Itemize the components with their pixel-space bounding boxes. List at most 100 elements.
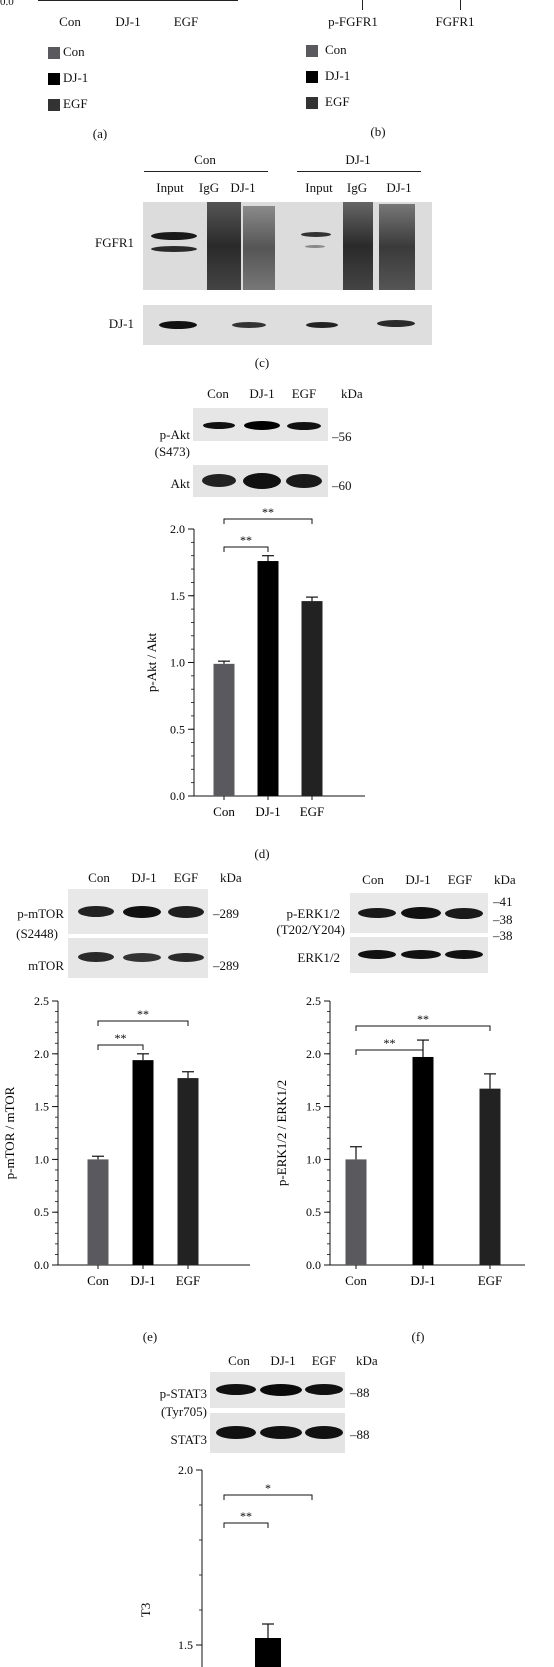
y-axis-label: p-ERK1/2 / ERK1/2 [274, 1080, 289, 1186]
y-tick-label: 1.5 [170, 589, 185, 603]
panel-c-caption: (c) [254, 355, 270, 370]
lane-label: IgG [198, 180, 220, 195]
blot-band [305, 1426, 343, 1439]
lane-label-dj1: DJ-1 [131, 870, 157, 885]
significance-bracket [223, 518, 313, 524]
blot-band [78, 952, 114, 962]
x-tick-label: DJ-1 [410, 1273, 435, 1288]
kda-value: –38 [493, 912, 513, 927]
blot-band [202, 474, 236, 487]
bar-egf [177, 1078, 199, 1265]
lane-label: Input [156, 180, 184, 195]
x-tick-label: Con [87, 1273, 109, 1288]
blot-label: ERK1/2 [297, 950, 340, 965]
lane-label-con: Con [362, 872, 384, 887]
y-tick-label: 1.0 [306, 1152, 321, 1166]
blot-mtor [68, 938, 208, 978]
bar-egf [479, 1088, 501, 1265]
blot-band [287, 422, 321, 430]
blot-band [123, 906, 161, 918]
y-axis-label: p-mTOR / mTOR [2, 1086, 17, 1179]
y-tick-label: 0.5 [306, 1205, 321, 1219]
kda-label: kDa [220, 870, 242, 885]
x-tick-label: DJ-1 [130, 1273, 155, 1288]
panel-a-xtick-dj1: DJ-1 [115, 14, 141, 29]
group-label-con: Con [194, 152, 216, 167]
blot-band [401, 950, 441, 959]
kda-value: –88 [350, 1427, 370, 1442]
group-label-dj1: DJ-1 [345, 152, 371, 167]
legend-swatch-egf [306, 97, 318, 109]
significance-bracket [355, 1049, 424, 1055]
blot-smear [207, 202, 241, 290]
lane-label-egf: EGF [173, 870, 199, 885]
blot-label: p-Akt [159, 427, 190, 442]
panel-a-caption: (a) [92, 126, 108, 141]
lane-label: DJ-1 [230, 180, 256, 195]
significance-label: ** [115, 1031, 127, 1045]
blot-band [243, 473, 281, 489]
y-tick-label: 2.0 [34, 1047, 49, 1061]
legend-swatch-dj1 [48, 73, 60, 85]
y-tick-label: 2.0 [170, 522, 185, 536]
y-tick-label: 1.0 [170, 656, 185, 670]
legend-label-egf: EGF [325, 94, 350, 109]
kda-label: kDa [356, 1353, 378, 1368]
blot-band [151, 232, 197, 240]
blot-band [159, 321, 197, 329]
blot-band [260, 1426, 302, 1439]
lane-label: DJ-1 [386, 180, 412, 195]
kda-value: –289 [213, 906, 239, 921]
x-tick-label: DJ-1 [255, 804, 280, 819]
blot-band [305, 1384, 343, 1395]
blot-band [123, 953, 161, 962]
blot-band [286, 474, 322, 488]
chart-e: 0.0 0.5 1.0 1.5 2.0 2.5 p-mTOR / mTOR Con DJ-1 EG… [2, 994, 250, 1288]
y-tick-label: 2.5 [34, 994, 49, 1008]
legend-label-con: Con [63, 44, 85, 59]
blot-band [168, 906, 204, 918]
lane-label: Input [305, 180, 333, 195]
panel-f-caption: (f) [411, 1329, 425, 1344]
chart-d: 0.0 0.5 1.0 1.5 2.0 p-Akt / Akt Con DJ-1 EGF ** ** [144, 505, 365, 819]
y-axis-label: p-Akt / Akt [144, 633, 159, 693]
y-tick-label: 1.5 [34, 1100, 49, 1114]
blot-band [445, 908, 483, 919]
y-tick-label: 0.5 [170, 722, 185, 736]
y-tick-label: 2.0 [178, 1463, 193, 1477]
significance-bracket [223, 1522, 269, 1528]
panel-b-caption: (b) [370, 124, 386, 139]
legend-swatch-dj1 [306, 71, 318, 83]
y-tick-label: 0.0 [170, 789, 185, 803]
blot-band [445, 950, 483, 959]
legend-swatch-egf [48, 99, 60, 111]
x-tick-label: EGF [176, 1273, 201, 1288]
x-tick-label: EGF [300, 804, 325, 819]
row-label-dj1: DJ-1 [108, 316, 134, 331]
panel-a-axis-fragment: 0.0 [0, 0, 14, 8]
blot-band [203, 422, 235, 429]
significance-label: ** [240, 1509, 252, 1523]
blot-smear [243, 206, 275, 290]
significance-label: * [265, 1481, 271, 1495]
y-tick-label: 0.0 [34, 1258, 49, 1272]
blot-band [305, 245, 325, 248]
blot-label-sub: (S2448) [16, 926, 58, 941]
legend-label-dj1: DJ-1 [325, 68, 351, 83]
blot-label: p-mTOR [17, 906, 64, 921]
bar-dj1 [257, 561, 279, 796]
legend-swatch-con [306, 45, 318, 57]
kda-value: –289 [213, 958, 239, 973]
y-tick-label: 1.5 [178, 1638, 193, 1652]
panel-a-axis-base [38, 0, 238, 13]
panel-a-xtick-egf: EGF [173, 14, 199, 29]
bar-con [213, 663, 235, 796]
blot-smear [379, 204, 415, 290]
blot-akt [193, 465, 328, 497]
significance-label: ** [417, 1012, 429, 1026]
significance-bracket [223, 1494, 313, 1500]
blot-label-sub: (S473) [154, 444, 190, 459]
blot-band [301, 232, 331, 237]
blot-band [216, 1384, 256, 1395]
blot-stat3 [210, 1413, 345, 1453]
